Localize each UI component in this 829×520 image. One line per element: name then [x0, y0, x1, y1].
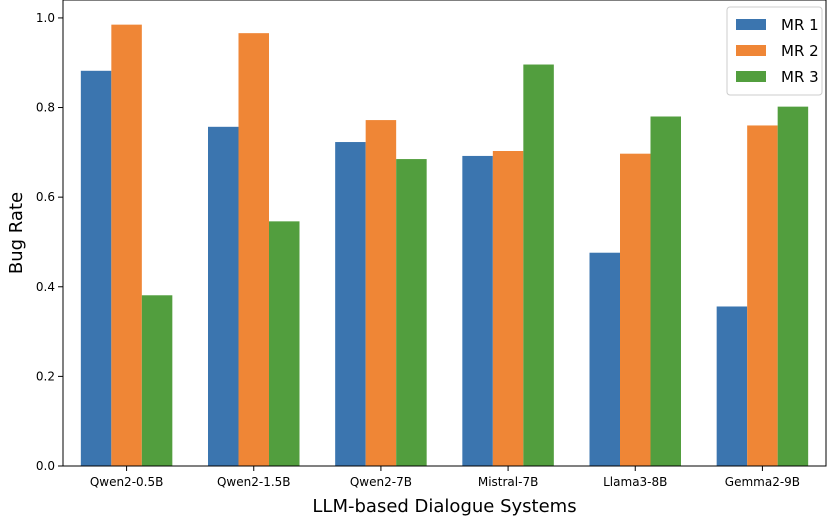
legend-label: MR 1 — [781, 16, 819, 34]
legend: MR 1 MR 2 MR 3 — [726, 6, 823, 96]
x-tick-label: Llama3-8B — [603, 475, 667, 489]
x-tick-label: Gemma2-9B — [725, 475, 800, 489]
legend-swatch — [736, 45, 766, 56]
bar-mr1-1 — [208, 126, 239, 466]
x-axis-title: LLM-based Dialogue Systems — [312, 496, 576, 517]
legend-label: MR 3 — [781, 68, 819, 86]
bar-mr1-0 — [80, 70, 112, 467]
y-tick-label: 0.8 — [36, 101, 55, 115]
bar-mr3-3 — [523, 64, 554, 467]
bar-mr2-0 — [111, 24, 142, 467]
bar-mr3-4 — [650, 116, 681, 466]
y-axis-ticks: 0.0 0.2 0.4 0.6 0.8 1.0 — [36, 11, 63, 473]
bar-mr1-5 — [716, 306, 748, 466]
bar-mr2-3 — [492, 151, 524, 466]
bar-mr2-2 — [365, 120, 397, 466]
bar-mr3-5 — [777, 106, 809, 467]
bar-mr2-4 — [620, 153, 651, 467]
bar-mr2-1 — [238, 33, 269, 467]
legend-swatch — [736, 19, 766, 30]
legend-label: MR 2 — [781, 42, 819, 60]
bar-mr2-5 — [747, 125, 778, 466]
y-tick-label: 0.2 — [36, 369, 55, 383]
bar-mr1-2 — [335, 142, 366, 466]
x-tick-label: Qwen2-0.5B — [90, 475, 164, 489]
x-axis-ticks: Qwen2-0.5B Qwen2-1.5B Qwen2-7B Mistral-7B Ll… — [90, 466, 800, 489]
bar-mr3-2 — [396, 159, 427, 466]
y-tick-label: 0.0 — [36, 459, 55, 473]
x-tick-label: Qwen2-1.5B — [217, 475, 291, 489]
bars-group — [80, 24, 809, 467]
y-tick-label: 1.0 — [36, 11, 55, 25]
y-tick-label: 0.6 — [36, 190, 55, 204]
legend-swatch — [736, 71, 766, 82]
y-axis-title: Bug Rate — [6, 192, 27, 274]
bar-mr3-1 — [269, 221, 300, 466]
x-tick-label: Mistral-7B — [478, 475, 538, 489]
bar-mr1-4 — [589, 252, 620, 466]
y-tick-label: 0.4 — [36, 280, 55, 294]
bar-mr1-3 — [462, 155, 493, 466]
plot-frame — [62, 0, 827, 467]
bar-mr3-0 — [141, 295, 173, 466]
x-tick-label: Qwen2-7B — [350, 475, 412, 489]
